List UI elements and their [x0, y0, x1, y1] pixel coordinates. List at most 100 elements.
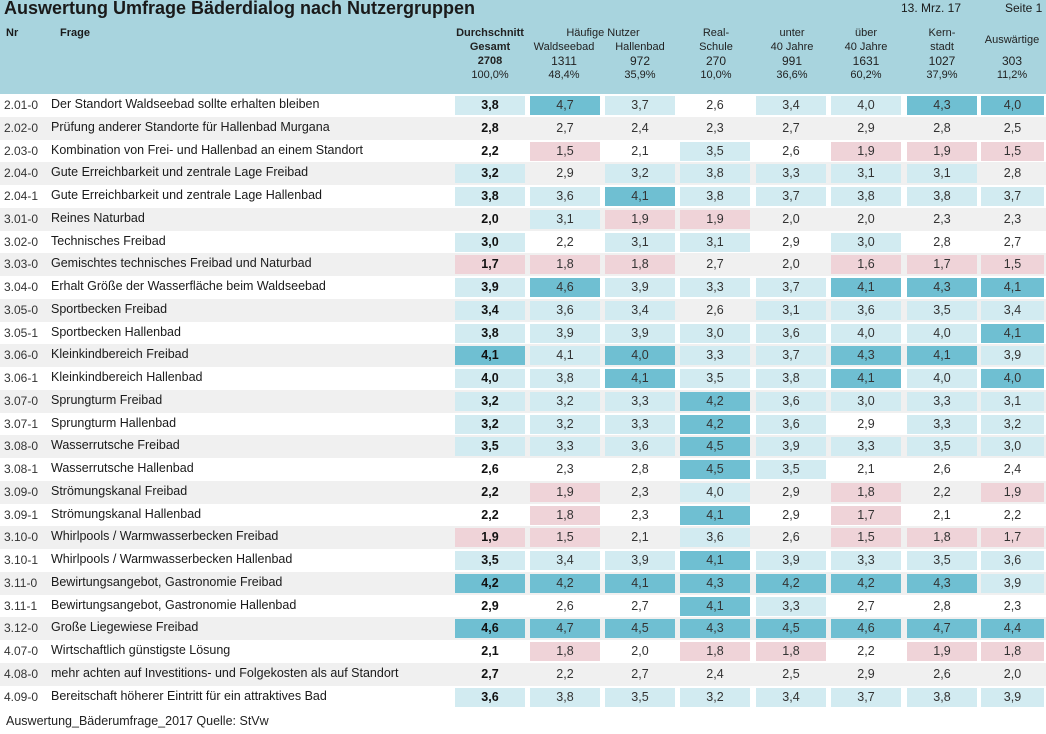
table-row: 3.04-0 Erhalt Größe der Wasserfläche beim…	[0, 276, 1046, 299]
cell-auswaertige: 2,0	[1003, 666, 1022, 681]
cell-auswaertige: 2,3	[1003, 211, 1022, 226]
table-row: 2.04-1 Gute Erreichbarkeit und zentrale L…	[0, 185, 1046, 208]
column-auswaertige-header: Auswärtige 303 11,2%	[978, 33, 1046, 82]
cell-ueber40: 3,1	[831, 164, 901, 184]
cell-waldseebad: 3,9	[530, 323, 600, 343]
table-header: Auswertung Umfrage Bäderdialog nach Nutz…	[0, 0, 1046, 94]
cell-gesamt: 3,2	[455, 164, 525, 184]
cell-unter40: 3,4	[756, 96, 826, 115]
auswaertige-percent: 11,2%	[996, 69, 1028, 81]
cell-hallenbad: 3,7	[605, 96, 675, 115]
realschule-count: 270	[705, 54, 727, 68]
row-nr: 3.10-0	[4, 530, 39, 545]
cell-ueber40: 3,3	[831, 551, 901, 570]
row-nr: 2.02-0	[4, 120, 39, 135]
cell-ueber40: 3,8	[831, 187, 901, 206]
table-row: 3.05-1 Sportbecken Hallenbad 3,8 3,9 3,9 3,0 3…	[0, 322, 1046, 345]
cell-auswaertige: 3,1	[981, 391, 1044, 411]
cell-hallenbad: 2,7	[631, 598, 649, 613]
cell-ueber40: 2,9	[857, 416, 875, 431]
cell-waldseebad: 1,8	[530, 255, 600, 275]
table-row: 3.10-1 Whirlpools / Warmwasserbecken Hall…	[0, 549, 1046, 572]
cell-auswaertige: 4,1	[981, 323, 1044, 343]
row-frage: Reines Naturbad	[51, 210, 145, 225]
row-nr: 3.09-0	[4, 484, 39, 499]
cell-realschule: 3,3	[680, 346, 750, 366]
cell-kernstadt: 3,3	[907, 414, 977, 434]
cell-realschule: 2,4	[706, 666, 724, 681]
table-row: 3.09-1 Strömungskanal Hallenbad 2,2 1,8 2,3 4…	[0, 504, 1046, 527]
cell-ueber40: 4,2	[831, 573, 901, 593]
cell-auswaertige: 4,4	[981, 619, 1044, 639]
column-unter40-header: unter 40 Jahre 991 36,6%	[756, 26, 828, 82]
row-frage: Strömungskanal Hallenbad	[51, 506, 202, 521]
cell-auswaertige: 3,7	[981, 187, 1044, 206]
cell-unter40: 2,9	[782, 234, 800, 249]
cell-auswaertige: 2,5	[1003, 120, 1022, 135]
row-frage: Gute Erreichbarkeit und zentrale Lage Fr…	[51, 165, 309, 180]
row-nr: 3.05-0	[4, 302, 39, 317]
row-frage: Bewirtungsangebot, Gastronomie Freibad	[51, 574, 283, 589]
cell-unter40: 2,0	[782, 257, 800, 272]
column-frage-header: Frage	[60, 27, 90, 39]
cell-realschule: 4,2	[680, 391, 750, 411]
cell-gesamt: 3,8	[455, 187, 525, 206]
cell-gesamt: 2,1	[481, 644, 499, 658]
ueber40-percent: 60,2%	[850, 69, 882, 81]
cell-unter40: 3,5	[756, 460, 826, 479]
row-nr: 3.12-0	[4, 621, 39, 636]
cell-ueber40: 3,3	[831, 437, 901, 457]
column-gesamt-header: Durchschnitt Gesamt 2708 100,0%	[452, 26, 528, 82]
unter40-label-line1: unter	[779, 27, 805, 39]
cell-auswaertige: 3,9	[981, 346, 1044, 366]
cell-ueber40: 3,7	[831, 687, 901, 707]
cell-hallenbad: 4,1	[605, 187, 675, 206]
cell-gesamt: 1,7	[455, 255, 525, 275]
hallenbad-count: 972	[629, 54, 651, 68]
cell-unter40: 1,8	[756, 642, 826, 661]
cell-ueber40: 4,0	[831, 323, 901, 343]
cell-gesamt: 2,2	[481, 507, 499, 522]
cell-auswaertige: 2,4	[1003, 462, 1022, 476]
cell-auswaertige: 4,0	[981, 369, 1044, 388]
cell-hallenbad: 3,6	[605, 437, 675, 457]
cell-ueber40: 2,9	[857, 120, 875, 135]
column-ueber40-header: über 40 Jahre 1631 60,2%	[830, 26, 902, 82]
cell-auswaertige: 1,5	[981, 255, 1044, 275]
cell-hallenbad: 4,5	[605, 619, 675, 639]
cell-ueber40: 2,2	[857, 644, 875, 658]
cell-auswaertige: 3,0	[981, 437, 1044, 457]
cell-gesamt: 4,6	[455, 619, 525, 639]
cell-realschule: 3,1	[680, 232, 750, 252]
cell-hallenbad: 3,9	[605, 551, 675, 570]
table-row: 3.02-0 Technisches Freibad 3,0 2,2 3,1 3,1 2,9…	[0, 231, 1046, 254]
cell-gesamt: 2,7	[481, 666, 499, 681]
row-nr: 3.11-0	[4, 575, 38, 590]
cell-auswaertige: 1,9	[981, 482, 1044, 502]
cell-waldseebad: 3,8	[530, 369, 600, 388]
cell-ueber40: 3,0	[831, 391, 901, 411]
cell-kernstadt: 4,0	[907, 323, 977, 343]
cell-kernstadt: 4,3	[907, 573, 977, 593]
cell-unter40: 3,9	[756, 437, 826, 457]
table-row: 3.07-0 Sprungturm Freibad 3,2 3,2 3,3 4,2 3,6 3…	[0, 389, 1046, 413]
table-row: 3.12-0 Große Liegewiese Freibad 4,6 4,7 4,5 4…	[0, 617, 1046, 640]
cell-realschule: 2,6	[706, 98, 724, 112]
ueber40-count: 1631	[852, 54, 880, 68]
cell-kernstadt: 4,0	[907, 369, 977, 388]
cell-gesamt: 3,8	[455, 323, 525, 343]
cell-gesamt: 4,1	[455, 346, 525, 366]
column-kernstadt-header: Kern- stadt 1027 37,9%	[906, 26, 978, 82]
cell-unter40: 3,7	[756, 346, 826, 366]
cell-ueber40: 2,9	[857, 666, 875, 681]
cell-kernstadt: 3,8	[907, 687, 977, 707]
footer-source: Auswertung_Bäderumfrage_2017 Quelle: StV…	[6, 714, 269, 728]
cell-waldseebad: 2,9	[556, 166, 574, 181]
cell-kernstadt: 3,1	[907, 164, 977, 184]
cell-realschule: 4,2	[680, 414, 750, 434]
cell-auswaertige: 1,5	[981, 141, 1044, 161]
row-frage: Bewirtungsangebot, Gastronomie Hallenbad	[51, 597, 297, 612]
kernstadt-label-line2: stadt	[930, 41, 954, 53]
cell-realschule: 3,8	[680, 187, 750, 206]
row-frage: Prüfung anderer Standorte für Hallenbad …	[51, 119, 330, 134]
